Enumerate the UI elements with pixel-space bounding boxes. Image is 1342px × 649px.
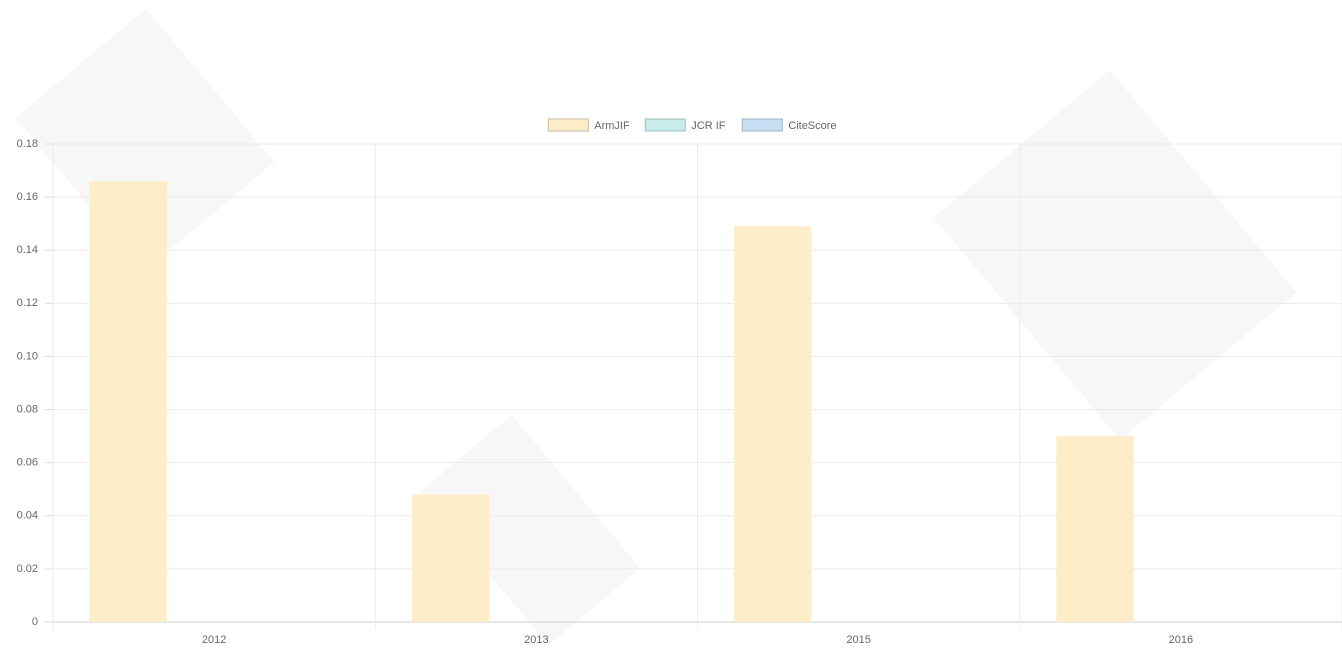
legend-label: JCR IF bbox=[691, 120, 726, 132]
y-tick-label: 0.08 bbox=[17, 403, 38, 415]
y-tick-label: 0.10 bbox=[17, 350, 38, 362]
legend-swatch bbox=[645, 119, 685, 131]
watermark-shape bbox=[934, 70, 1297, 440]
y-tick-label: 0.04 bbox=[17, 510, 38, 522]
legend-swatch bbox=[742, 119, 782, 131]
x-tick-label: 2012 bbox=[202, 634, 226, 646]
x-tick-label: 2013 bbox=[524, 634, 548, 646]
x-tick-label: 2015 bbox=[846, 634, 870, 646]
bar bbox=[734, 226, 811, 622]
legend-swatch bbox=[548, 119, 588, 131]
y-tick-label: 0.06 bbox=[17, 457, 38, 469]
y-tick-label: 0 bbox=[32, 616, 38, 628]
bar bbox=[90, 181, 167, 622]
bar bbox=[412, 495, 489, 622]
x-tick-label: 2016 bbox=[1169, 634, 1193, 646]
chart: 0 0.02 0.04 0.06 0.08 0.10 0.12 0.14 0.16 0.18 201… bbox=[0, 0, 1342, 649]
y-tick-label: 0.16 bbox=[17, 191, 38, 203]
legend-label: ArmJIF bbox=[594, 120, 630, 132]
y-tick-label: 0.12 bbox=[17, 297, 38, 309]
legend-label: CiteScore bbox=[788, 120, 836, 132]
y-tick-label: 0.02 bbox=[17, 563, 38, 575]
bar bbox=[1056, 436, 1133, 622]
y-tick-label: 0.18 bbox=[17, 138, 38, 150]
y-tick-label: 0.14 bbox=[17, 244, 38, 256]
